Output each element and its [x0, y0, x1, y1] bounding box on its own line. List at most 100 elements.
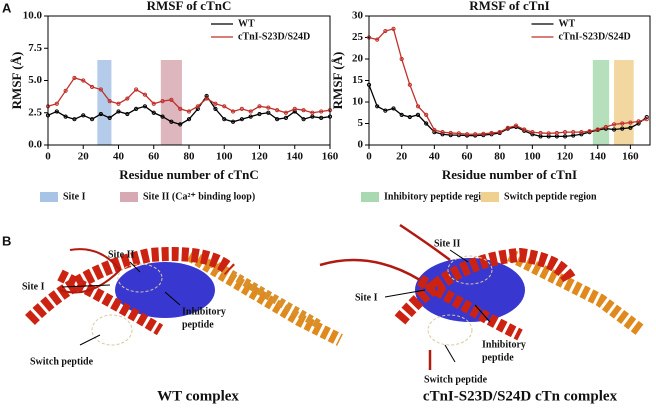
point	[415, 104, 421, 109]
point	[636, 119, 641, 124]
point	[54, 101, 59, 106]
point	[538, 130, 543, 136]
point	[230, 109, 236, 114]
point	[98, 111, 103, 117]
region	[614, 60, 634, 145]
point	[89, 117, 95, 122]
point	[63, 114, 68, 119]
caption: WT complex	[157, 388, 239, 404]
x-tick-label: 100	[524, 151, 541, 163]
point	[230, 119, 236, 124]
point	[222, 104, 227, 109]
annotation: Inhibitory	[482, 339, 526, 350]
point	[266, 105, 271, 110]
point	[587, 129, 592, 134]
point	[571, 130, 576, 135]
panel-label: A	[2, 0, 12, 15]
series-line	[47, 77, 331, 114]
y-tick-label: 0	[358, 139, 364, 151]
point	[473, 132, 478, 137]
x-tick-label: 40	[429, 151, 441, 163]
point	[239, 106, 244, 111]
point	[562, 134, 568, 139]
point	[178, 122, 183, 127]
point	[292, 106, 297, 111]
legend-swatch	[361, 192, 379, 202]
x-axis-label: Residue number of cTnC	[119, 167, 259, 182]
legend-label: Switch peptide region	[504, 191, 597, 202]
point	[375, 104, 380, 109]
legend-swatch	[40, 192, 58, 202]
x-tick-label: 160	[322, 151, 339, 163]
point	[424, 121, 429, 126]
x-tick-label: 120	[251, 151, 268, 163]
point	[319, 115, 324, 121]
y-tick-label: 30	[352, 10, 364, 22]
point	[63, 88, 68, 93]
point	[81, 78, 86, 83]
point	[628, 125, 633, 130]
legend-label: WT	[559, 18, 576, 29]
point	[257, 111, 262, 117]
point	[248, 109, 253, 114]
point	[628, 120, 633, 125]
point	[513, 123, 519, 128]
y-axis-label: RMSF (Å)	[9, 52, 24, 110]
point	[275, 117, 280, 122]
point	[72, 117, 77, 122]
annotation-arrows	[61, 249, 491, 363]
legend-label: Site II (Ca²⁺ binding loop)	[143, 191, 255, 202]
point	[222, 117, 227, 122]
point	[248, 114, 253, 119]
point	[432, 127, 437, 133]
x-tick-label: 140	[287, 151, 304, 163]
point	[440, 130, 445, 135]
region	[97, 60, 112, 145]
region	[592, 60, 610, 145]
point	[186, 117, 192, 122]
annotation: peptide	[182, 319, 214, 330]
x-tick-label: 140	[589, 151, 606, 163]
point	[169, 119, 174, 124]
chart-title: RMSF of cTnI	[469, 0, 549, 13]
point	[562, 130, 568, 135]
point	[89, 84, 95, 90]
x-tick-label: 0	[366, 151, 372, 163]
x-tick-label: 120	[557, 151, 574, 163]
plot-frame	[47, 15, 331, 146]
point	[257, 104, 262, 109]
point	[266, 110, 271, 115]
point	[522, 127, 527, 132]
point	[186, 109, 192, 114]
point	[310, 110, 315, 115]
legend-swatch	[481, 192, 499, 202]
structure-right	[319, 223, 644, 370]
series-line	[368, 28, 647, 135]
point	[125, 111, 130, 117]
point	[160, 114, 165, 119]
y-tick-label: 15	[352, 74, 364, 86]
point	[160, 99, 165, 104]
x-axis-label: Residue number of cTnI	[442, 167, 577, 182]
point	[195, 106, 200, 111]
point	[489, 130, 494, 136]
annotation: Site II	[108, 249, 135, 260]
y-tick-label: 0.0	[28, 139, 42, 151]
point	[611, 122, 617, 127]
point	[383, 28, 388, 34]
series-line	[47, 94, 331, 126]
point	[407, 82, 412, 87]
point	[595, 127, 600, 132]
annotation: Site II	[434, 238, 461, 249]
structure-left	[25, 247, 343, 346]
y-tick-label: 10.0	[23, 10, 43, 22]
point	[116, 101, 121, 106]
x-tick-label: 0	[45, 151, 51, 163]
x-tick-label: 20	[78, 151, 90, 163]
y-tick-label: 25	[352, 31, 364, 43]
point	[151, 110, 156, 115]
annotation: Switch peptide	[424, 374, 488, 385]
point	[125, 96, 130, 101]
point	[383, 108, 388, 113]
